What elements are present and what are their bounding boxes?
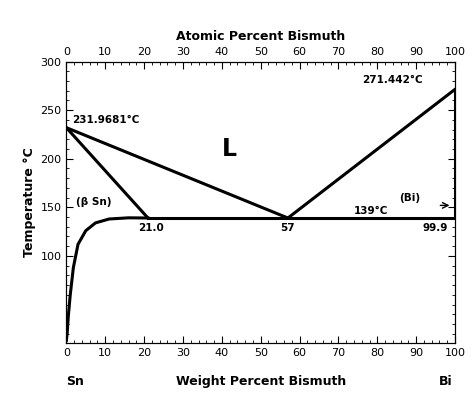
X-axis label: Weight Percent Bismuth: Weight Percent Bismuth [175,375,346,388]
Text: 231.9681°C: 231.9681°C [72,115,139,125]
Y-axis label: Temperature °C: Temperature °C [23,148,36,257]
Text: 21.0: 21.0 [138,223,164,233]
X-axis label: Atomic Percent Bismuth: Atomic Percent Bismuth [176,30,346,43]
Text: Bi: Bi [439,375,453,388]
Text: (β Sn): (β Sn) [76,197,111,207]
Text: 271.442°C: 271.442°C [362,75,422,85]
Text: L: L [222,137,237,161]
Text: 99.9: 99.9 [422,223,447,233]
Text: (Bi): (Bi) [399,193,420,202]
Text: 139°C: 139°C [354,206,388,216]
Text: Sn: Sn [66,375,84,388]
Text: 57: 57 [280,223,295,233]
